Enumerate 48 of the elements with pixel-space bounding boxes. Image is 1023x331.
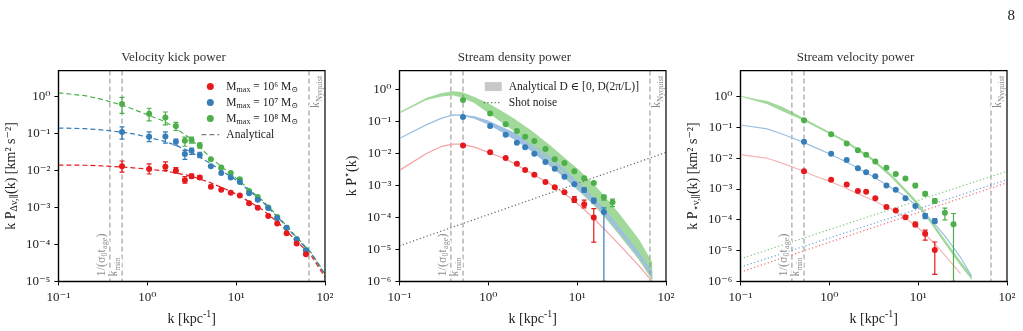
x-tick-label: 10² <box>657 288 675 304</box>
ref-line-label: kNyquist <box>308 74 324 109</box>
ref-line-label: kNyquist <box>649 74 665 109</box>
ref-line-label: kmin <box>447 256 463 277</box>
y-tick-label: 10⁻⁴ <box>366 208 392 224</box>
y-tick-label: 10⁻² <box>367 145 392 161</box>
y-tick-label: 10⁻⁴ <box>25 235 51 251</box>
y-tick-label: 10⁻⁶ <box>366 272 392 288</box>
chart-title: Stream velocity power <box>796 49 916 65</box>
y-axis-title: k P⋆(k) <box>340 155 360 197</box>
y-tick-label: 10⁻⁵ <box>366 240 392 256</box>
x-tick-label: 10⁰ <box>479 288 498 304</box>
legend-label: Analytical D ∈ [0, D(2π/L)] <box>508 79 640 93</box>
y-tick-label: 10⁻¹ <box>708 118 733 134</box>
x-tick-label: 10⁰ <box>820 288 839 304</box>
y-tick-label: 10⁻² <box>26 161 51 177</box>
x-tick-label: 10² <box>316 288 334 304</box>
y-tick-label: 10⁰ <box>32 87 51 103</box>
x-tick-label: 10¹ <box>568 288 586 304</box>
y-tick-label: 10⁻⁵ <box>25 272 51 288</box>
y-tick-label: 10⁻³ <box>708 180 733 196</box>
y-tick-label: 10⁻² <box>708 149 733 165</box>
y-tick-label: 10⁻³ <box>26 198 51 214</box>
text: 8 <box>1007 6 1015 23</box>
x-tick-label: 10⁻¹ <box>387 288 412 304</box>
y-tick-label: 10⁻¹ <box>26 124 51 140</box>
y-axis-title: k P⋆v,∥(k) [km² s⁻²] <box>684 122 702 230</box>
x-tick-label: 10¹ <box>909 288 927 304</box>
ref-line-label: kNyquist <box>990 74 1006 109</box>
y-tick-label: 10⁻⁵ <box>707 242 733 258</box>
ref-line-label: kmin <box>106 256 122 277</box>
legend-label: Shot noise <box>508 95 558 108</box>
y-tick-label: 10⁰ <box>373 81 392 97</box>
x-tick-label: 10⁻¹ <box>728 288 753 304</box>
ref-line-label: kmin <box>788 256 804 277</box>
y-axis-title: k PΔv,∥(k) [km² s⁻²] <box>2 122 20 230</box>
chart-title: Velocity kick power <box>121 49 227 65</box>
chart-title: Stream density power <box>457 49 572 65</box>
legend-label: Analytical <box>226 127 275 141</box>
y-tick-label: 10⁰ <box>714 88 733 104</box>
y-tick-label: 10⁻⁴ <box>707 211 733 227</box>
x-tick-label: 10¹ <box>227 288 245 304</box>
y-tick-label: 10⁻¹ <box>367 113 392 129</box>
x-tick-label: 10⁻¹ <box>46 288 71 304</box>
y-tick-label: 10⁻³ <box>367 177 392 193</box>
x-tick-label: 10⁰ <box>138 288 157 304</box>
y-tick-label: 10⁻⁶ <box>707 272 733 288</box>
x-tick-label: 10² <box>998 288 1016 304</box>
